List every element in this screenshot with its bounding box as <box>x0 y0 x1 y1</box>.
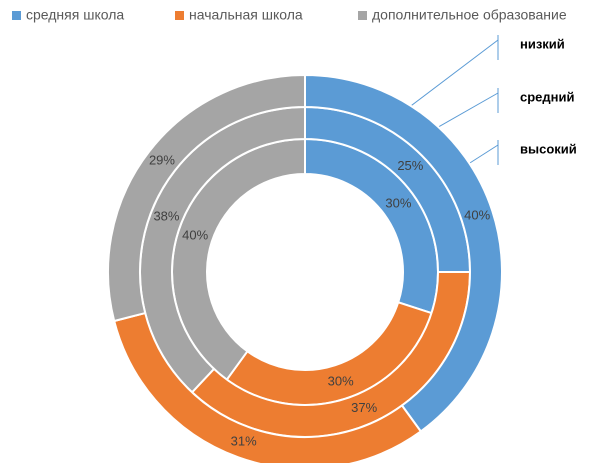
data-label: 40% <box>182 228 208 243</box>
legend-swatch <box>175 11 184 20</box>
legend-swatch <box>12 11 21 20</box>
data-label: 29% <box>149 153 175 168</box>
legend-label: средняя школа <box>26 7 124 23</box>
donut-slice <box>107 73 306 323</box>
data-label: 30% <box>385 196 411 211</box>
ring-name: низкий <box>520 36 565 51</box>
ring-name: средний <box>520 89 575 104</box>
data-label: 40% <box>464 208 490 223</box>
legend-label: начальная школа <box>189 7 303 23</box>
data-label: 31% <box>231 434 257 449</box>
ring-name: высокий <box>520 141 577 156</box>
data-label: 37% <box>351 400 377 415</box>
data-label: 25% <box>397 158 423 173</box>
legend-label: дополнительное образование <box>372 7 567 23</box>
data-label: 38% <box>153 209 179 224</box>
data-label: 30% <box>328 373 354 388</box>
legend-swatch <box>358 11 367 20</box>
